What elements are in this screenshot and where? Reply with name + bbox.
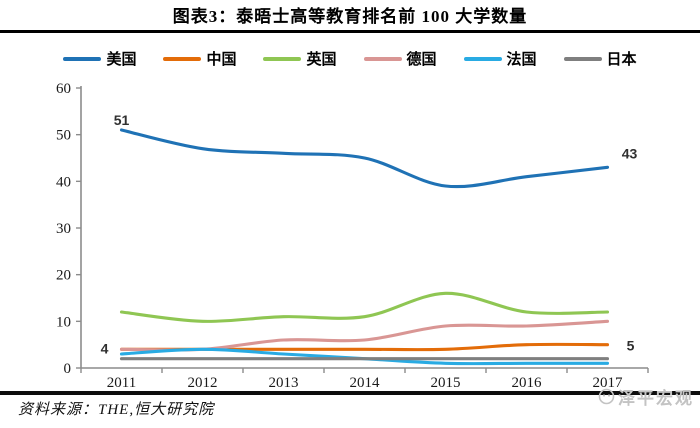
data-label-中国-2011: 4: [101, 340, 109, 356]
data-label-美国-2011: 51: [114, 112, 130, 128]
legend-label: 英国: [306, 52, 337, 68]
watermark-text: 泽平宏观: [618, 389, 694, 408]
legend: 美国 中国 英国 德国 法国 日本: [0, 48, 700, 69]
y-tick-label: 60: [56, 81, 71, 97]
smiley-face-icon: [598, 388, 615, 405]
series-line-美国: [119, 128, 610, 189]
y-tick-label: 30: [56, 221, 71, 237]
y-tick-label: 10: [56, 314, 71, 330]
x-tick-label: 2011: [107, 375, 136, 391]
series-line-英国: [119, 291, 610, 323]
data-label-美国-2017: 43: [622, 145, 638, 161]
title-divider: [0, 30, 700, 33]
x-tick-label: 2013: [269, 375, 299, 391]
data-label-中国-2017: 5: [627, 338, 635, 354]
bottom-divider: [0, 391, 700, 395]
x-tick-label: 2014: [350, 375, 381, 391]
legend-item-英国: 英国: [263, 48, 337, 69]
y-tick-label: 0: [64, 361, 72, 377]
source-note: 资料来源：THE,恒大研究院: [18, 402, 215, 418]
legend-swatch: [163, 56, 202, 61]
legend-label: 德国: [406, 52, 437, 68]
legend-item-法国: 法国: [463, 48, 537, 69]
y-tick-label: 20: [56, 268, 71, 284]
x-tick-label: 2012: [188, 375, 218, 391]
legend-label: 美国: [106, 52, 137, 68]
legend-item-美国: 美国: [63, 48, 136, 69]
chart-title: 图表3：泰晤士高等教育排名前 100 大学数量: [172, 7, 528, 26]
legend-label: 日本: [606, 52, 637, 68]
legend-swatch: [263, 56, 302, 61]
legend-item-德国: 德国: [363, 48, 437, 69]
legend-swatch: [463, 56, 502, 61]
legend-swatch: [363, 56, 402, 61]
y-tick-label: 50: [56, 128, 71, 144]
x-tick-label: 2016: [512, 375, 543, 391]
legend-item-日本: 日本: [563, 48, 637, 69]
legend-item-中国: 中国: [163, 48, 236, 69]
legend-label: 中国: [206, 52, 237, 68]
watermark: 泽平宏观: [598, 384, 694, 409]
y-tick-label: 40: [56, 174, 71, 190]
legend-swatch: [63, 56, 102, 61]
x-tick-label: 2015: [431, 375, 461, 391]
legend-label: 法国: [506, 52, 537, 68]
x-tick-label: 2017: [593, 375, 624, 391]
legend-swatch: [563, 56, 602, 61]
series-line-法国: [119, 347, 610, 366]
